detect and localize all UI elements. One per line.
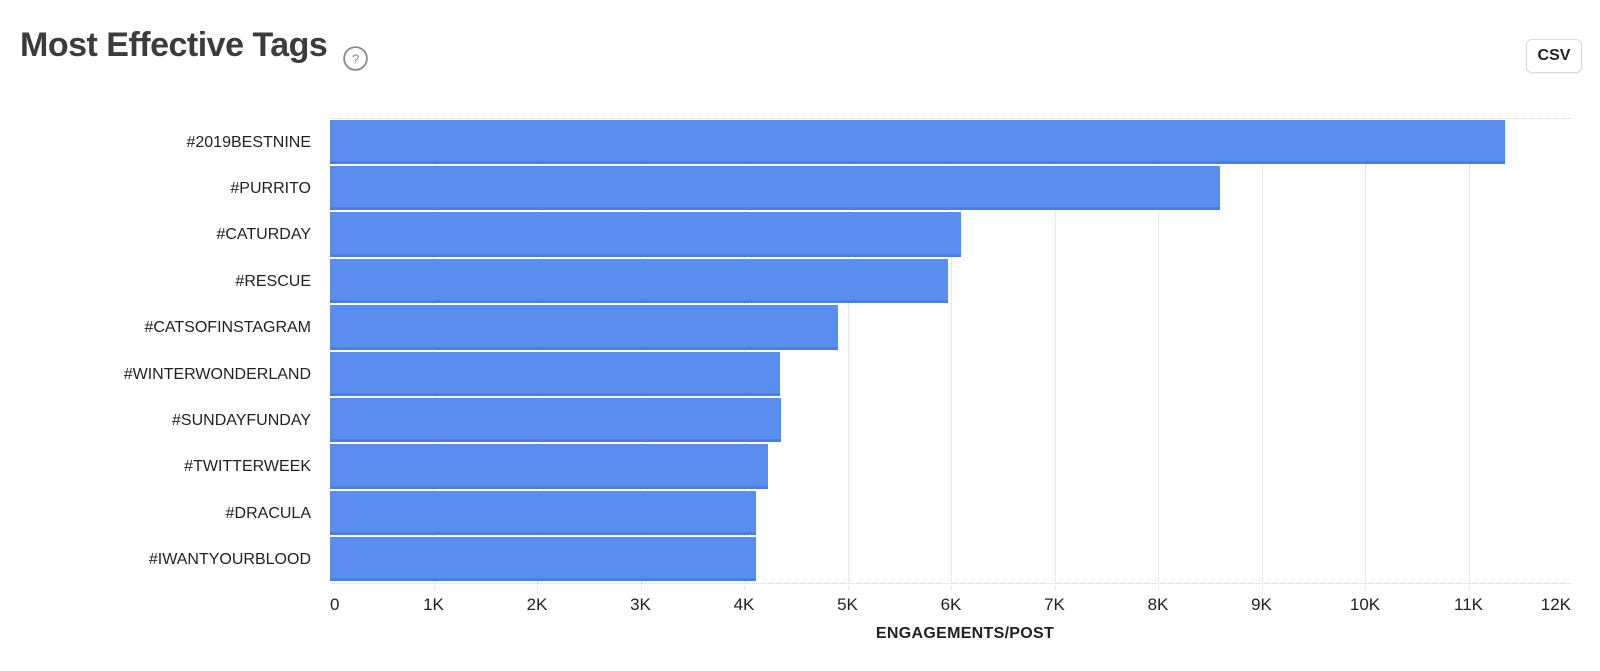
svg-text:?: ? <box>351 52 358 67</box>
